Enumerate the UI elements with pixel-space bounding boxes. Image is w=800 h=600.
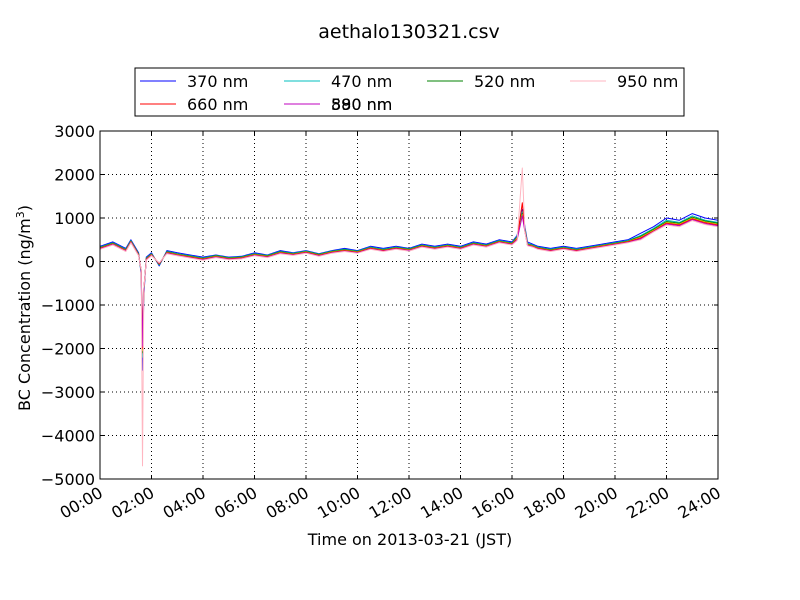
y-tick-label: 3000 xyxy=(54,122,95,141)
x-tick-label: 06:00 xyxy=(211,483,260,523)
y-axis-label: BC Concentration (ng/m3) xyxy=(14,205,34,411)
x-tick-label: 04:00 xyxy=(160,483,209,523)
y-axis-label-sup: 3 xyxy=(14,211,27,218)
x-tick-label: 22:00 xyxy=(623,483,672,523)
series-line-370-nm xyxy=(99,208,719,371)
chart-title: aethalo130321.csv xyxy=(318,21,500,43)
x-tick-label: 18:00 xyxy=(520,483,569,523)
y-tick-label: −4000 xyxy=(41,427,95,446)
x-tick-label: 16:00 xyxy=(469,483,518,523)
y-tick-label: 2000 xyxy=(54,166,95,185)
legend-label: 590 nm xyxy=(331,95,392,114)
legend-label: 370 nm xyxy=(187,72,248,91)
legend-label: 950 nm xyxy=(617,72,678,91)
legend: 370 nm 470 nm 520 nm 590 nm 660 nm 880 nm 950 … xyxy=(134,67,685,117)
y-tick-label: 1000 xyxy=(54,209,95,228)
series-line-590-nm xyxy=(99,214,719,352)
x-axis-label: Time on 2013-03-21 (JST) xyxy=(307,530,512,549)
legend-label: 660 nm xyxy=(187,95,248,114)
legend-items: 370 nm 470 nm 520 nm 590 nm 660 nm 880 nm 950 … xyxy=(140,72,678,114)
x-tick-label: 20:00 xyxy=(572,483,621,523)
y-axis-ticks: −5000 −4000 −3000 −2000 −1000 0 1000 2000 3000 xyxy=(41,122,718,489)
y-tick-label: −2000 xyxy=(41,340,95,359)
x-tick-label: 14:00 xyxy=(417,483,466,523)
legend-frame xyxy=(134,67,685,117)
series-line-950-nm xyxy=(99,167,719,467)
legend-label: 520 nm xyxy=(474,72,535,91)
x-tick-label: 24:00 xyxy=(675,483,724,523)
x-tick-label: 08:00 xyxy=(263,483,312,523)
y-tick-label: −3000 xyxy=(41,383,95,402)
legend-label: 470 nm xyxy=(331,72,392,91)
plot-lines xyxy=(99,167,719,467)
y-axis-label-main: BC Concentration (ng/m xyxy=(15,218,34,411)
grid xyxy=(100,131,718,479)
x-tick-label: 12:00 xyxy=(366,483,415,523)
x-tick-label: 10:00 xyxy=(314,483,363,523)
x-axis-ticks: 00:00 02:00 04:00 06:00 08:00 10:00 12:00 14:00… xyxy=(57,131,724,523)
y-tick-label: 0 xyxy=(85,253,95,272)
y-tick-label: −5000 xyxy=(41,470,95,489)
x-tick-label: 02:00 xyxy=(108,483,157,523)
y-axis-label-close: ) xyxy=(15,205,34,211)
y-tick-label: −1000 xyxy=(41,296,95,315)
legend-label: 880 nm xyxy=(331,95,392,114)
